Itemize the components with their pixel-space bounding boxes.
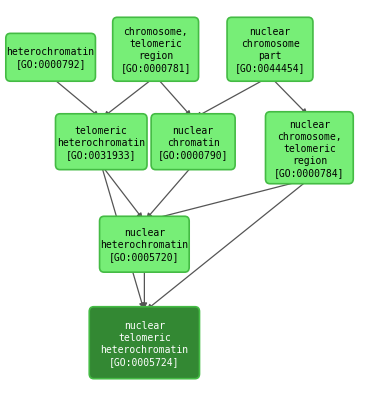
Text: nuclear
telomeric
heterochromatin
[GO:0005724]: nuclear telomeric heterochromatin [GO:00…	[100, 320, 188, 366]
FancyBboxPatch shape	[89, 307, 200, 379]
Text: nuclear
chromosome
part
[GO:0044454]: nuclear chromosome part [GO:0044454]	[235, 27, 305, 73]
FancyBboxPatch shape	[112, 18, 199, 82]
Text: chromosome,
telomeric
region
[GO:0000781]: chromosome, telomeric region [GO:0000781…	[120, 27, 191, 73]
FancyBboxPatch shape	[100, 217, 189, 273]
FancyBboxPatch shape	[56, 115, 147, 170]
Text: nuclear
chromosome,
telomeric
region
[GO:0000784]: nuclear chromosome, telomeric region [GO…	[274, 119, 345, 177]
Text: telomeric
heterochromatin
[GO:0031933]: telomeric heterochromatin [GO:0031933]	[57, 126, 146, 159]
FancyBboxPatch shape	[266, 112, 353, 184]
Text: nuclear
heterochromatin
[GO:0005720]: nuclear heterochromatin [GO:0005720]	[100, 228, 188, 261]
FancyBboxPatch shape	[227, 18, 313, 82]
Text: nuclear
chromatin
[GO:0000790]: nuclear chromatin [GO:0000790]	[158, 126, 228, 159]
FancyBboxPatch shape	[6, 34, 95, 82]
FancyBboxPatch shape	[151, 115, 235, 170]
Text: heterochromatin
[GO:0000792]: heterochromatin [GO:0000792]	[6, 47, 94, 69]
